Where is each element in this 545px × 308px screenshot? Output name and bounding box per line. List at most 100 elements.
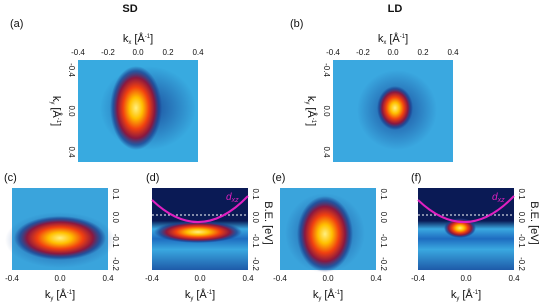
label-part: y: [304, 101, 310, 104]
label-part: ]: [405, 33, 408, 45]
axis-label: B.E. [eV]: [528, 201, 540, 244]
intensity: [110, 66, 162, 150]
intensity: [297, 196, 353, 272]
intensity: [154, 221, 242, 243]
label-part: y: [456, 296, 459, 302]
axis-label: ky [Å-1]: [304, 96, 318, 126]
label-part: xz: [231, 197, 240, 204]
axis-label: ky [Å-1]: [451, 288, 481, 302]
label-part: x: [128, 40, 131, 46]
label-part: xz: [497, 197, 506, 204]
panel-label: (e): [272, 172, 285, 184]
label-part: y: [49, 101, 55, 104]
band-label: dxz: [492, 192, 505, 205]
tick-label: -0.1: [517, 234, 526, 248]
tick-label: 0.4: [192, 48, 204, 57]
panel-label: (a): [10, 18, 23, 30]
axis-label: B.E. [eV]: [262, 201, 274, 244]
tick-label: 0.0: [67, 105, 76, 117]
intensity: [444, 218, 476, 238]
label-part: -1: [145, 34, 151, 40]
tick-label: 0.0: [517, 212, 526, 224]
band-curve: [417, 195, 515, 223]
axis-label: ky [Å-1]: [185, 288, 215, 302]
label-part: [Å: [53, 288, 67, 301]
tick-label: -0.2: [251, 257, 260, 271]
label-part: k: [313, 289, 319, 301]
label-part: ]: [150, 33, 153, 45]
tick-label: 0.0: [251, 212, 260, 224]
label-part: [Å: [459, 288, 473, 301]
tick-label: 0.4: [67, 146, 76, 158]
tick-label: 0.1: [251, 188, 260, 200]
tick-label: 0.4: [102, 274, 114, 283]
tick-label: 0.0: [194, 274, 206, 283]
label-part: d: [226, 192, 232, 203]
tick-label: 0.2: [162, 48, 174, 57]
panel-label: (d): [146, 172, 159, 184]
tick-label: -0.2: [101, 48, 115, 57]
column-title: SD: [122, 3, 137, 15]
tick-label: 0.0: [322, 274, 334, 283]
label-part: x: [383, 40, 386, 46]
tick-label: 0.1: [111, 188, 120, 200]
tick-label: 0.0: [322, 105, 331, 117]
tick-label: -0.4: [67, 63, 76, 77]
label-part: ]: [72, 289, 75, 301]
tick-label: -0.2: [356, 48, 370, 57]
tick-label: -0.4: [273, 274, 287, 283]
label-part: [Å: [193, 288, 207, 301]
label-part: k: [123, 33, 129, 45]
intensity: [377, 86, 413, 130]
tick-label: 0.4: [447, 48, 459, 57]
tick-label: 0.0: [54, 274, 66, 283]
tick-label: 0.4: [242, 274, 254, 283]
label-part: -1: [335, 290, 341, 296]
tick-label: -0.4: [326, 48, 340, 57]
tick-label: -0.1: [379, 234, 388, 248]
tick-label: 0.1: [379, 188, 388, 200]
label-part: -1: [400, 34, 406, 40]
label-part: [Å: [131, 32, 145, 45]
label-part: [Å: [50, 104, 63, 118]
band-curve: [151, 195, 249, 223]
label-part: ]: [212, 289, 215, 301]
label-part: ]: [50, 123, 62, 126]
axis-label: ky [Å-1]: [45, 288, 75, 302]
tick-label: 0.0: [111, 212, 120, 224]
tick-label: -0.2: [111, 257, 120, 271]
axis-label: kx [Å-1]: [378, 32, 408, 46]
label-part: y: [318, 296, 321, 302]
tick-label: -0.4: [5, 274, 19, 283]
tick-label: -0.4: [71, 48, 85, 57]
label-part: k: [451, 289, 457, 301]
label-part: k: [305, 96, 317, 102]
tick-label: -0.4: [411, 274, 425, 283]
column-title: LD: [388, 3, 403, 15]
label-part: -1: [473, 290, 479, 296]
axis-label: ky [Å-1]: [313, 288, 343, 302]
label-part: ]: [478, 289, 481, 301]
label-part: y: [190, 296, 193, 302]
label-part: k: [45, 289, 51, 301]
label-part: ]: [305, 123, 317, 126]
axis-label: kx [Å-1]: [123, 32, 153, 46]
label-part: k: [378, 33, 384, 45]
tick-label: -0.1: [251, 234, 260, 248]
label-part: -1: [67, 290, 73, 296]
label-part: ]: [340, 289, 343, 301]
label-part: [Å: [305, 104, 318, 118]
tick-label: -0.1: [111, 234, 120, 248]
label-part: -1: [55, 118, 61, 124]
tick-label: -0.2: [517, 257, 526, 271]
tick-label: 0.0: [387, 48, 399, 57]
tick-label: -0.4: [322, 63, 331, 77]
tick-label: 0.4: [370, 274, 382, 283]
tick-label: 0.4: [322, 146, 331, 158]
tick-label: 0.4: [508, 274, 520, 283]
panel-label: (f): [411, 172, 421, 184]
tick-label: 0.2: [417, 48, 429, 57]
tick-label: 0.1: [517, 188, 526, 200]
tick-label: 0.0: [379, 212, 388, 224]
